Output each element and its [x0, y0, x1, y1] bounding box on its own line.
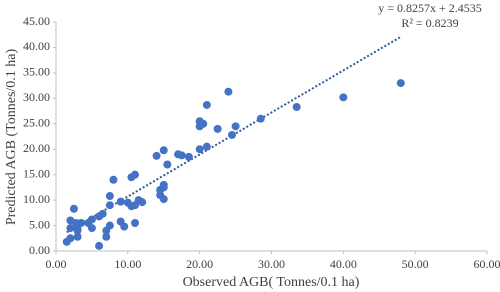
trend-equation: y = 0.8257x + 2.4535 [378, 1, 482, 15]
point [195, 145, 204, 154]
point [95, 241, 104, 250]
y-tick-label: 25.00 [23, 116, 50, 130]
trend-r2: R² = 0.8239 [401, 16, 458, 30]
y-tick-label: 30.00 [23, 90, 50, 104]
point [98, 209, 107, 218]
point [177, 151, 186, 160]
y-tick-label: 10.00 [23, 192, 50, 206]
point [184, 152, 193, 161]
point [159, 146, 168, 155]
point [87, 224, 96, 233]
y-axis-title: Predicted AGB (Tonnes/0.1 ha) [4, 49, 19, 226]
y-tick-label: 45.00 [23, 14, 50, 28]
x-tick-label: 60.00 [474, 257, 500, 271]
point [227, 130, 236, 139]
point [159, 195, 168, 204]
point [199, 119, 208, 128]
point [256, 114, 265, 123]
point [87, 215, 96, 224]
y-tick-label: 0.00 [29, 243, 50, 257]
x-tick-label: 20.00 [186, 257, 213, 271]
y-tick-label: 40.00 [23, 39, 50, 53]
point [213, 124, 222, 133]
point [120, 222, 129, 231]
point [339, 93, 348, 102]
point [163, 160, 172, 169]
point [105, 192, 114, 201]
x-tick-label: 0.00 [46, 257, 67, 271]
point [396, 79, 405, 88]
point [159, 183, 168, 192]
x-axis-title: Observed AGB( Tonnes/0.1 ha) [183, 275, 360, 290]
point [202, 142, 211, 151]
point [202, 100, 211, 109]
point [131, 170, 140, 179]
point [292, 102, 301, 111]
x-tick-label: 50.00 [402, 257, 429, 271]
point [105, 221, 114, 230]
point [73, 232, 82, 241]
point [152, 151, 161, 160]
point [105, 201, 114, 210]
point [116, 197, 125, 206]
x-tick-label: 30.00 [258, 257, 285, 271]
point [77, 219, 86, 228]
x-tick-label: 10.00 [114, 257, 141, 271]
y-tick-label: 5.00 [29, 217, 50, 231]
x-tick-label: 40.00 [330, 257, 357, 271]
point [231, 122, 240, 131]
y-tick-label: 20.00 [23, 141, 50, 155]
point [102, 232, 111, 241]
point [109, 175, 118, 184]
y-tick-label: 15.00 [23, 166, 50, 180]
point [66, 234, 75, 243]
point [73, 226, 82, 235]
point [224, 87, 233, 96]
point [69, 204, 78, 213]
point [66, 224, 75, 233]
point [138, 198, 147, 207]
point [131, 219, 140, 228]
y-tick-label: 35.00 [23, 65, 50, 79]
